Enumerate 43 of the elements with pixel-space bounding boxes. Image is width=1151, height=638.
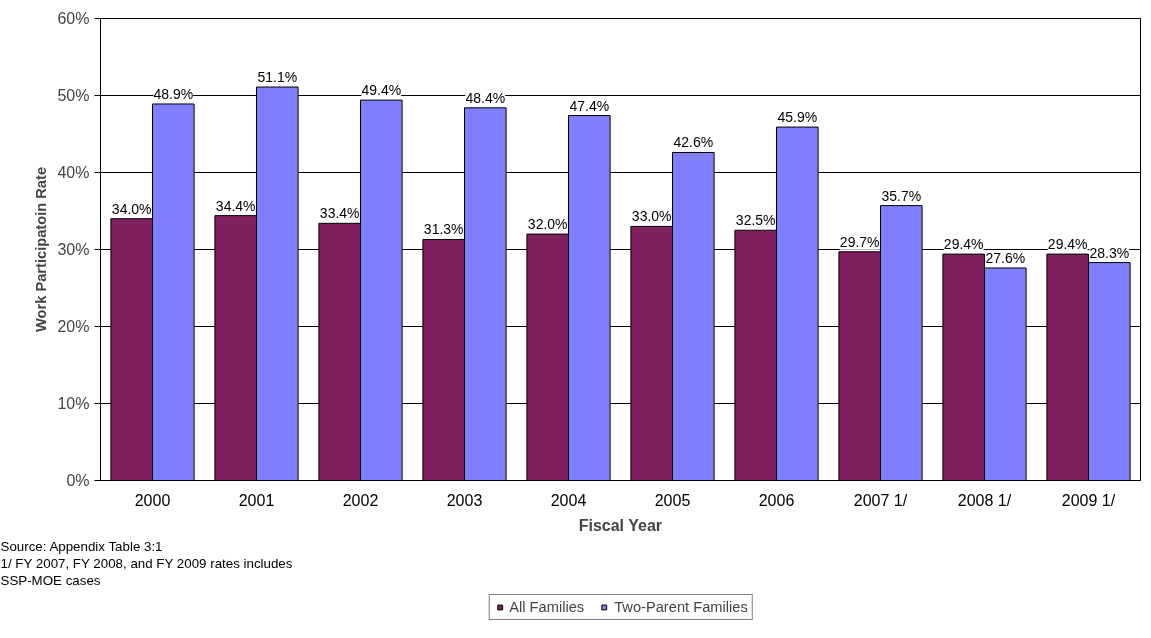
data-label: 42.6% [673,134,714,151]
data-label: 33.4% [319,205,360,222]
legend-label: All Families [509,599,585,615]
y-tick-label: 50% [57,87,90,104]
x-tick-label: 2006 [758,491,795,509]
data-label: 33.0% [631,208,672,225]
y-tick-label: 10% [57,395,90,412]
x-tick-label: 2003 [446,491,483,509]
data-label: 48.4% [465,89,506,106]
data-label: 34.4% [215,197,256,214]
source-note: Source: Appendix Table 3:1 [0,538,163,554]
data-label: 49.4% [361,82,402,99]
x-tick-label: 2001 [238,491,275,509]
data-label: 29.4% [1047,236,1088,253]
data-label: 32.5% [735,212,776,229]
x-tick-label: 2007 1/ [853,491,908,509]
y-tick-label: 40% [57,164,90,181]
data-label: 28.3% [1089,244,1130,261]
y-tick-label: 0% [66,472,90,489]
text: 1/ FY 2007, FY 2008, and FY 2009 rates includes SSP-MOE cases [0,555,293,588]
x-tick-label: 2008 1/ [957,491,1012,509]
data-label: 31.3% [423,221,464,238]
data-label: 45.9% [777,109,818,126]
x-tick-label: 2005 [654,491,691,509]
y-axis-title: Work Participatoin Rate [33,166,50,333]
data-label: 48.9% [153,85,194,102]
y-tick-label: 20% [57,318,90,335]
data-label: 29.4% [943,236,984,253]
data-label: 47.4% [569,97,610,114]
data-label: 51.1% [257,69,298,86]
y-tick-label: 30% [57,241,90,258]
legend-label: Two-Parent Families [614,599,748,615]
x-tick-label: 2000 [134,491,171,509]
x-tick-label: 2002 [342,491,379,509]
x-tick-label: 2009 1/ [1061,491,1116,509]
data-label: 29.7% [839,233,880,250]
data-label: 32.0% [527,216,568,233]
x-axis-title: Fiscal Year [578,516,663,534]
x-tick-label: 2004 [550,491,587,509]
data-label: 27.6% [985,249,1026,266]
data-label: 35.7% [881,187,922,204]
y-tick-label: 60% [57,10,90,27]
data-label: 34.0% [111,200,152,217]
